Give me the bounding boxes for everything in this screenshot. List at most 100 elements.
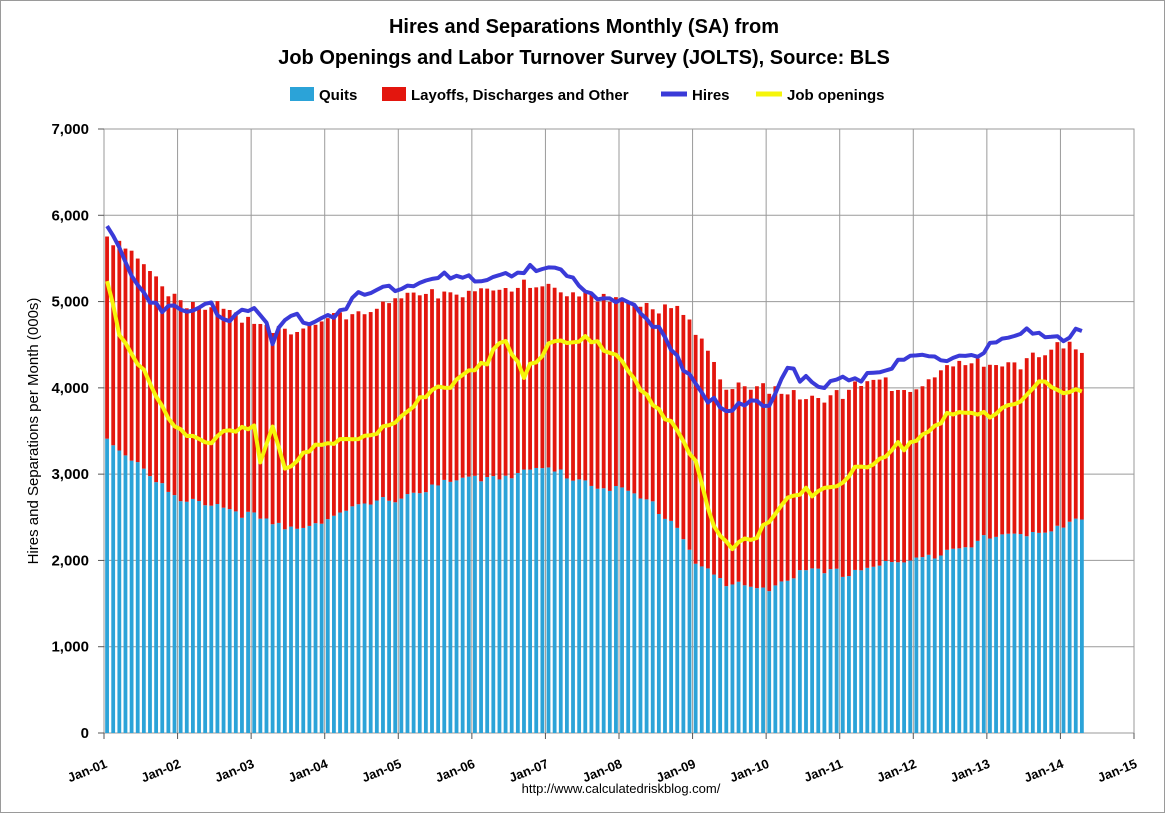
bar-layoffs: [466, 290, 471, 477]
bar-layoffs: [577, 296, 582, 480]
bar-quits: [203, 505, 208, 733]
bar-layoffs: [761, 383, 765, 588]
bar-layoffs: [957, 360, 962, 549]
bar-layoffs: [479, 288, 483, 482]
bar-layoffs: [534, 287, 539, 468]
bar-layoffs: [1024, 358, 1029, 537]
bar-quits: [362, 503, 367, 733]
bar-layoffs: [430, 289, 434, 485]
bar-layoffs: [454, 294, 459, 481]
bar-layoffs: [197, 306, 201, 502]
bar-quits: [350, 506, 355, 733]
bar-quits: [1043, 532, 1048, 733]
bar-quits: [920, 557, 925, 733]
bar-quits: [276, 522, 281, 733]
bar-quits: [932, 558, 937, 733]
bar-quits: [491, 476, 496, 733]
x-tick-label: Jan-06: [433, 756, 477, 785]
x-axis: Jan-01 Jan-02 Jan-03 Jan-04 Jan-05 Jan-06 Jan-…: [65, 733, 1139, 785]
y-tick-label: 2,000: [51, 552, 89, 569]
bar-layoffs: [1079, 352, 1084, 520]
bar-quits: [736, 581, 741, 733]
bar-quits: [828, 569, 833, 733]
bar-layoffs: [203, 309, 208, 506]
bar-quits: [988, 538, 992, 733]
bar-quits: [626, 490, 631, 733]
bar-quits: [528, 469, 533, 733]
bar-layoffs: [178, 300, 183, 502]
bar-layoffs: [332, 313, 336, 516]
bar-quits: [693, 563, 698, 733]
bar-quits: [847, 576, 851, 733]
bar-layoffs: [246, 316, 250, 512]
bar-quits: [822, 573, 827, 733]
bar-quits: [154, 482, 159, 733]
bar-layoffs: [632, 304, 637, 494]
bar-layoffs: [123, 248, 128, 456]
bar-quits: [289, 526, 293, 733]
bar-quits: [889, 562, 894, 733]
bar-layoffs: [804, 399, 808, 571]
bar-quits: [123, 455, 128, 733]
bar-quits: [681, 539, 686, 733]
bar-quits: [773, 585, 778, 733]
bar-layoffs: [154, 276, 159, 483]
bar-layoffs: [877, 379, 882, 566]
bar-quits: [105, 438, 109, 733]
bar-quits: [981, 535, 986, 733]
x-tick-label: Jan-13: [948, 756, 992, 785]
bar-quits: [687, 549, 692, 733]
bar-quits: [963, 547, 968, 733]
bar-layoffs: [387, 303, 391, 501]
bar-layoffs: [1006, 362, 1011, 534]
bar-quits: [141, 468, 146, 733]
bar-layoffs: [1018, 369, 1023, 535]
bar-layoffs: [160, 286, 165, 484]
bar-layoffs: [282, 328, 287, 530]
bar-quits: [938, 555, 943, 733]
source-url: http://www.calculatedriskblog.com/: [522, 781, 721, 796]
bar-quits: [853, 569, 857, 733]
bar-layoffs: [656, 313, 661, 515]
bar-layoffs: [865, 381, 870, 568]
bar-quits: [816, 568, 821, 733]
bar-layoffs: [135, 258, 140, 463]
bar-quits: [552, 471, 557, 733]
bar-layoffs: [932, 377, 937, 559]
chart-title-line-1: Hires and Separations Monthly (SA) from: [389, 16, 779, 38]
x-tick-label: Jan-05: [360, 756, 404, 785]
bar-quits: [319, 523, 324, 733]
bar-layoffs: [1030, 352, 1035, 532]
bar-layoffs: [607, 301, 612, 491]
bar-quits: [509, 478, 514, 733]
bar-layoffs: [638, 306, 643, 499]
bar-layoffs: [1055, 342, 1060, 526]
bar-layoffs: [755, 386, 759, 589]
legend-label-job-openings: Job openings: [787, 87, 885, 104]
line-job-openings: [105, 280, 1083, 552]
bar-layoffs: [748, 389, 753, 587]
bar-quits: [883, 560, 888, 733]
bar-quits: [442, 479, 447, 733]
bar-layoffs: [252, 323, 257, 513]
bar-layoffs: [859, 386, 864, 571]
bar-quits: [1018, 534, 1023, 733]
bar-layoffs: [920, 386, 925, 558]
bar-quits: [270, 524, 275, 733]
bar-quits: [111, 445, 116, 733]
bar-quits: [1073, 518, 1078, 733]
bar-quits: [473, 475, 477, 733]
bar-layoffs: [797, 399, 802, 571]
bar-quits: [325, 519, 330, 733]
bar-quits: [252, 512, 257, 733]
bar-layoffs: [938, 370, 943, 556]
bar-quits: [117, 450, 122, 733]
legend-label-hires: Hires: [692, 87, 730, 104]
bar-layoffs: [589, 293, 594, 486]
bar-layoffs: [1073, 349, 1078, 519]
legend: Quits Layoffs, Discharges and Other Hire…: [290, 87, 885, 104]
bars: [105, 236, 1084, 733]
bar-layoffs: [785, 394, 790, 581]
bar-quits: [859, 570, 864, 733]
bar-quits: [546, 467, 551, 733]
